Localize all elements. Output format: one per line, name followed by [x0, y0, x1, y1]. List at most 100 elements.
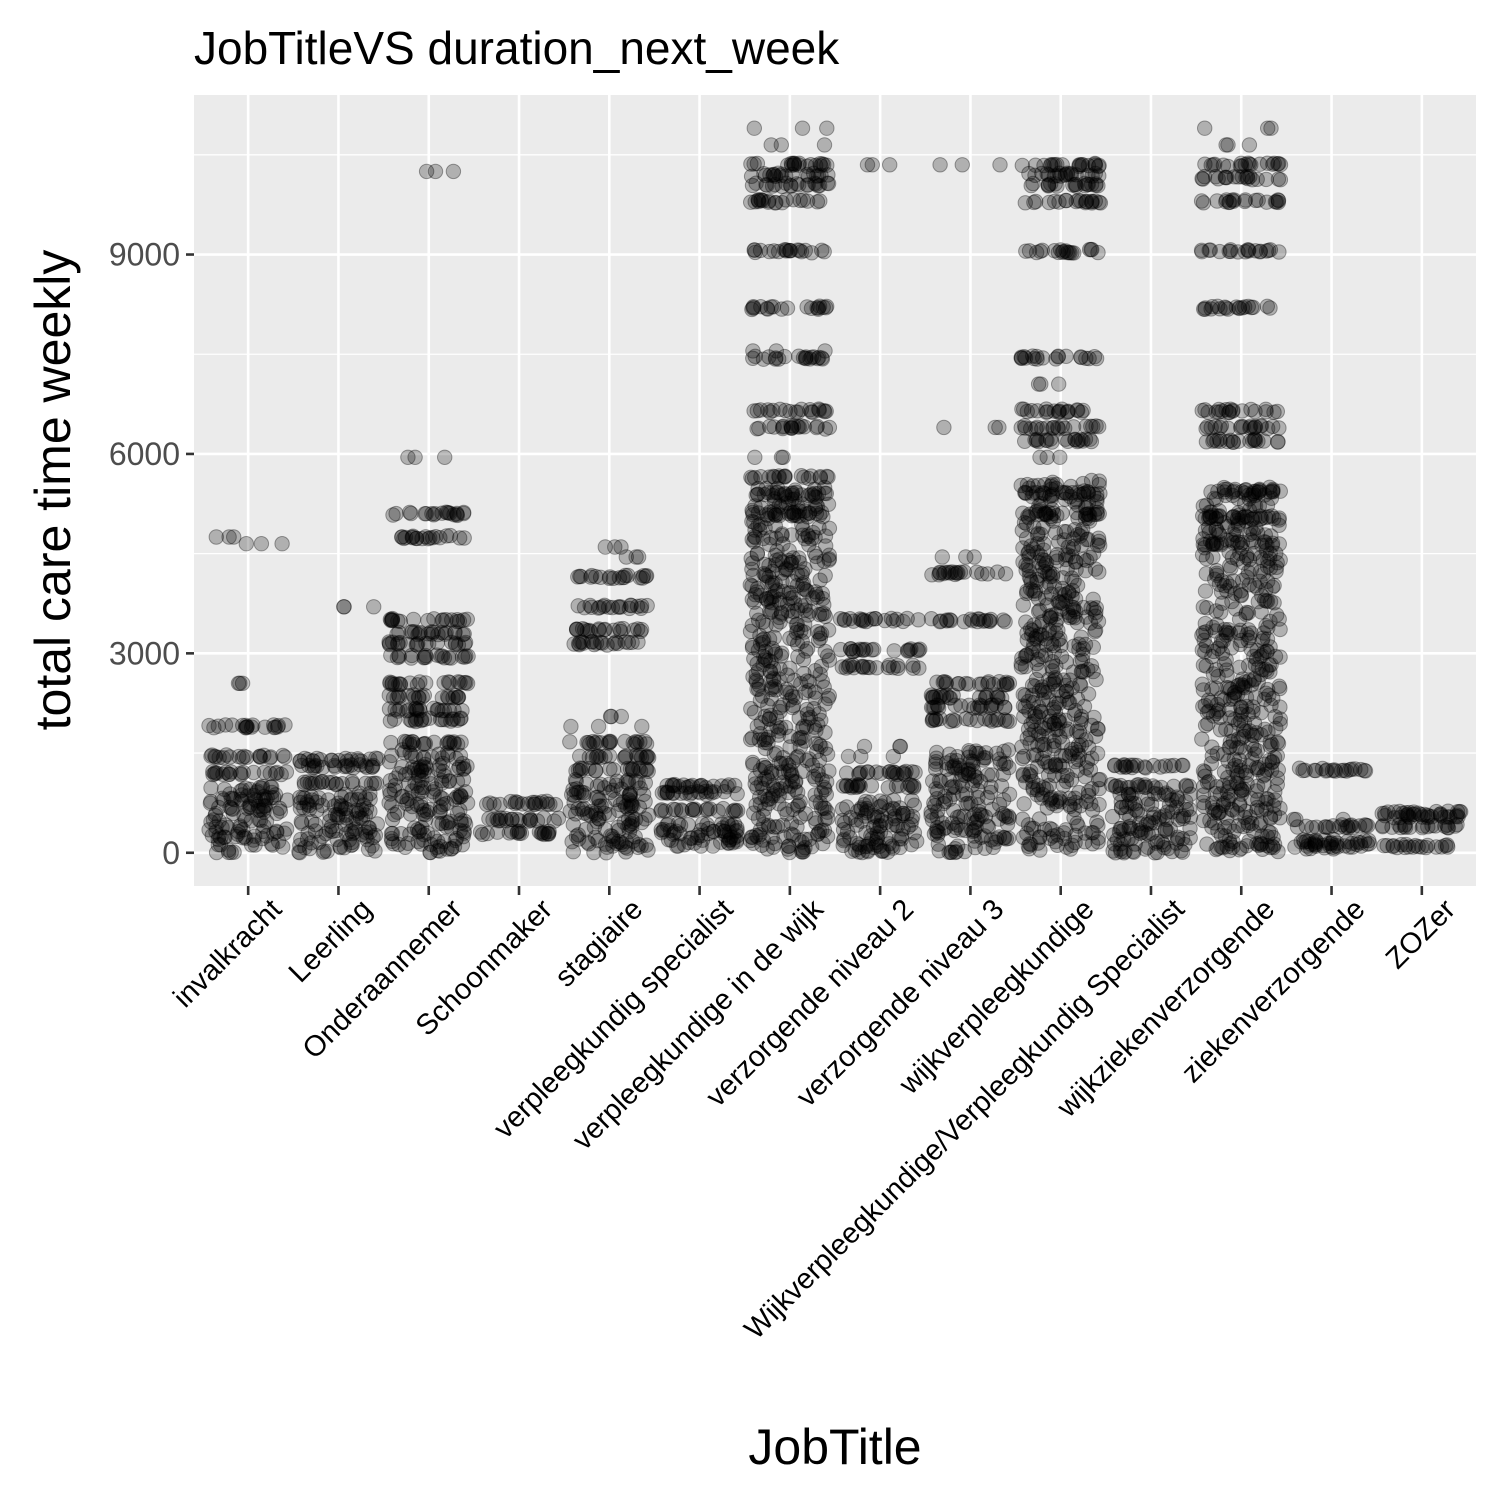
- data-point: [441, 702, 458, 719]
- data-point: [592, 776, 609, 792]
- data-point: [1244, 172, 1261, 188]
- data-point: [357, 807, 374, 823]
- data-point: [304, 775, 321, 792]
- data-point: [1033, 376, 1049, 392]
- data-point: [256, 788, 272, 805]
- data-point: [266, 717, 282, 733]
- data-point: [239, 719, 255, 735]
- data-point: [532, 795, 548, 812]
- data-point: [412, 759, 428, 775]
- data-point: [208, 824, 224, 840]
- data-point: [1025, 781, 1041, 798]
- data-point: [1057, 420, 1073, 436]
- data-point: [304, 760, 321, 776]
- data-point: [388, 770, 404, 786]
- data-point: [529, 813, 546, 829]
- data-point: [394, 529, 410, 545]
- data-point: [211, 749, 227, 766]
- data-point: [300, 757, 317, 774]
- data-point: [1022, 421, 1039, 437]
- data-point: [230, 823, 247, 840]
- data-point: [303, 788, 319, 805]
- data-point: [234, 793, 250, 809]
- data-point: [965, 823, 981, 840]
- data-point: [1262, 560, 1279, 576]
- data-point: [613, 623, 629, 640]
- data-point: [383, 830, 400, 847]
- data-point: [252, 749, 269, 765]
- data-point: [603, 828, 619, 844]
- data-point: [450, 689, 466, 705]
- data-point: [574, 801, 590, 818]
- data-point: [384, 811, 401, 828]
- data-point: [449, 736, 466, 753]
- data-point: [223, 764, 239, 780]
- data-point: [403, 624, 419, 640]
- data-point: [1125, 757, 1142, 773]
- data-point: [596, 805, 613, 821]
- data-point: [297, 790, 313, 806]
- data-point: [791, 550, 807, 566]
- data-point: [435, 755, 451, 772]
- data-point: [588, 749, 604, 765]
- data-point: [1218, 300, 1234, 316]
- data-point: [547, 796, 564, 813]
- data-point: [1031, 662, 1048, 679]
- data-point: [618, 798, 634, 814]
- data-point: [407, 449, 423, 465]
- data-point: [404, 530, 421, 546]
- data-point: [812, 470, 828, 486]
- data-point: [637, 775, 653, 791]
- data-point: [1137, 779, 1153, 795]
- data-point: [365, 757, 381, 774]
- data-point: [301, 801, 318, 817]
- data-point: [1027, 678, 1043, 694]
- data-point: [775, 584, 792, 600]
- data-point: [226, 529, 242, 545]
- data-point: [304, 792, 320, 808]
- data-point: [609, 835, 625, 852]
- data-point: [456, 823, 472, 839]
- data-point: [391, 766, 407, 782]
- data-point: [382, 674, 398, 690]
- data-point: [568, 763, 584, 779]
- data-point: [263, 749, 279, 765]
- data-point: [332, 839, 349, 856]
- data-point: [536, 825, 553, 841]
- data-point: [1195, 599, 1212, 615]
- data-point: [243, 837, 260, 853]
- data-point: [314, 774, 330, 790]
- data-point: [453, 710, 469, 726]
- data-point: [270, 717, 286, 734]
- data-point: [427, 163, 444, 180]
- y-tick-label: 0: [162, 835, 180, 871]
- data-point: [796, 624, 812, 640]
- data-point: [392, 634, 408, 651]
- data-point: [1032, 626, 1048, 642]
- data-point: [386, 782, 402, 798]
- data-point: [441, 773, 457, 789]
- data-point: [534, 825, 551, 841]
- data-point: [439, 841, 455, 857]
- data-point: [1078, 507, 1094, 523]
- data-point: [405, 528, 421, 544]
- data-point: [1038, 506, 1054, 523]
- data-point: [268, 823, 285, 839]
- data-point: [608, 777, 624, 793]
- data-point: [345, 776, 361, 792]
- data-point: [571, 784, 587, 800]
- data-point: [213, 830, 229, 846]
- data-point: [416, 736, 432, 752]
- data-point: [399, 796, 415, 812]
- data-point: [563, 718, 579, 735]
- data-point: [438, 795, 455, 812]
- data-point: [452, 747, 469, 764]
- data-point: [249, 783, 265, 799]
- data-point: [947, 713, 963, 729]
- data-point: [754, 837, 770, 853]
- data-point: [832, 611, 849, 627]
- data-point: [454, 755, 471, 772]
- data-point: [234, 787, 250, 803]
- data-point: [208, 749, 224, 765]
- data-point: [574, 760, 591, 777]
